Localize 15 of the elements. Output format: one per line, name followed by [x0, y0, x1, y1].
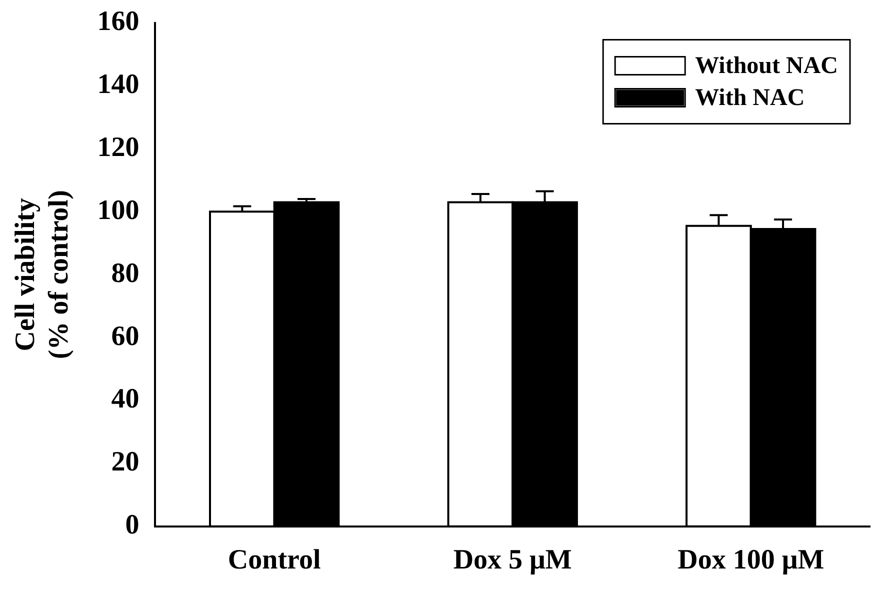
y-tick-label: 60: [111, 320, 140, 352]
y-tick-label: 0: [125, 510, 140, 541]
x-tick-label: Dox 5 μM: [453, 544, 572, 576]
x-tick-label: Control: [228, 544, 321, 576]
y-tick-label: 40: [111, 384, 140, 415]
y-tick-label: 140: [97, 68, 140, 100]
y-axis-title: Cell viability (% of control): [10, 190, 75, 360]
y-tick-label: 100: [97, 194, 140, 226]
y-tick-label: 120: [97, 132, 140, 163]
legend-label: Without NAC: [695, 53, 838, 80]
y-tick-label: 20: [111, 446, 140, 478]
legend-label: With NAC: [695, 85, 805, 112]
y-tick-label: 160: [97, 6, 140, 38]
y-tick-label: 80: [111, 258, 140, 289]
x-tick-label: Dox 100 μM: [678, 544, 824, 576]
